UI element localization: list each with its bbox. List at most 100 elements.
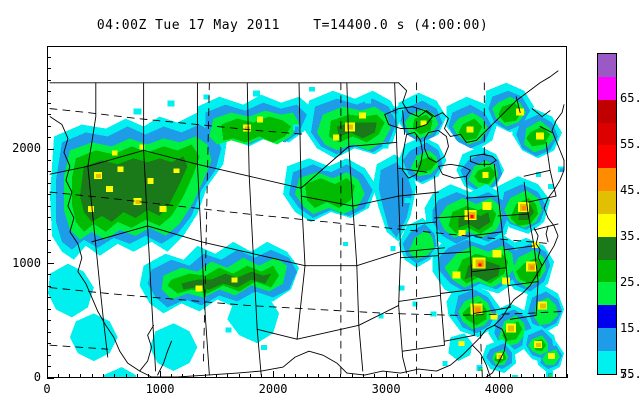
radar-plot-area	[47, 46, 567, 378]
x-minor-tick	[69, 374, 71, 378]
y-major-tick	[47, 377, 54, 379]
x-minor-tick	[249, 374, 251, 378]
x-minor-tick	[351, 374, 353, 378]
x-minor-tick	[306, 374, 308, 378]
x-minor-tick	[543, 374, 545, 378]
y-minor-tick	[47, 205, 51, 207]
colorbar-band	[598, 122, 616, 146]
x-minor-tick	[136, 374, 138, 378]
y-major-tick	[47, 263, 54, 265]
x-major-tick	[385, 371, 387, 378]
y-minor-tick	[47, 274, 51, 276]
map-outlines	[49, 70, 565, 377]
y-minor-tick	[47, 320, 51, 322]
x-minor-tick	[295, 374, 297, 378]
y-minor-tick	[47, 228, 51, 230]
x-minor-tick	[261, 374, 263, 378]
y-minor-tick	[47, 194, 51, 196]
x-minor-tick	[419, 374, 421, 378]
x-minor-tick	[464, 374, 466, 378]
x-major-tick	[272, 371, 274, 378]
colorbar-band	[598, 282, 616, 306]
x-minor-tick	[566, 374, 568, 378]
y-minor-tick	[47, 366, 51, 368]
colorbar	[597, 53, 617, 375]
colorbar-band	[598, 236, 616, 260]
colorbar-band	[598, 168, 616, 192]
colorbar-tick-label: 5.	[620, 367, 635, 381]
y-minor-tick	[47, 308, 51, 310]
colorbar-band	[598, 145, 616, 169]
x-minor-tick	[442, 374, 444, 378]
x-major-tick	[159, 371, 161, 378]
colorbar-band	[598, 213, 616, 237]
x-minor-tick	[148, 374, 150, 378]
y-minor-tick	[47, 217, 51, 219]
colorbar-band	[598, 259, 616, 283]
colorbar-band	[598, 305, 616, 329]
colorbar-tick-label: 65.	[620, 91, 640, 105]
x-minor-tick	[532, 374, 534, 378]
x-minor-tick	[182, 374, 184, 378]
x-minor-tick	[283, 374, 285, 378]
x-minor-tick	[340, 374, 342, 378]
y-minor-tick	[47, 182, 51, 184]
y-tick-label: 1000	[12, 255, 41, 270]
y-minor-tick	[47, 285, 51, 287]
x-minor-tick	[216, 374, 218, 378]
y-minor-tick	[47, 125, 51, 127]
x-minor-tick	[80, 374, 82, 378]
y-minor-tick	[47, 297, 51, 299]
x-minor-tick	[396, 374, 398, 378]
x-minor-tick	[238, 374, 240, 378]
y-minor-tick	[47, 159, 51, 161]
x-minor-tick	[125, 374, 127, 378]
y-tick-label: 2000	[12, 141, 41, 156]
x-tick-label: 0	[43, 382, 51, 396]
x-tick-label: 2000	[258, 382, 288, 396]
x-minor-tick	[476, 374, 478, 378]
x-minor-tick	[193, 374, 195, 378]
colorbar-band	[598, 191, 616, 214]
x-tick-label: 4000	[484, 382, 514, 396]
colorbar-tick-label: 75.	[620, 367, 640, 381]
x-minor-tick	[170, 374, 172, 378]
y-minor-tick	[47, 354, 51, 356]
x-minor-tick	[453, 374, 455, 378]
y-major-tick	[47, 148, 54, 150]
x-major-tick	[498, 371, 500, 378]
colorbar-band	[598, 328, 616, 351]
x-minor-tick	[114, 374, 116, 378]
y-minor-tick	[47, 56, 51, 58]
reflectivity-map	[48, 70, 565, 377]
x-minor-tick	[317, 374, 319, 378]
x-minor-tick	[204, 374, 206, 378]
x-tick-label: 3000	[371, 382, 401, 396]
x-minor-tick	[103, 374, 105, 378]
y-minor-tick	[47, 331, 51, 333]
x-minor-tick	[521, 374, 523, 378]
y-minor-tick	[47, 343, 51, 345]
colorbar-tick-label: 25.	[620, 275, 640, 289]
y-minor-tick	[47, 251, 51, 253]
y-minor-tick	[47, 171, 51, 173]
x-minor-tick	[329, 374, 331, 378]
y-minor-tick	[47, 137, 51, 139]
x-minor-tick	[227, 374, 229, 378]
x-minor-tick	[555, 374, 557, 378]
page-title: 04:00Z Tue 17 May 2011 T=14400.0 s (4:00…	[96, 18, 489, 33]
y-minor-tick	[47, 240, 51, 242]
colorbar-tick-label: 15.	[620, 321, 640, 335]
colorbar-band	[598, 76, 616, 100]
map-canvas	[48, 47, 566, 377]
y-minor-tick	[47, 102, 51, 104]
x-minor-tick	[509, 374, 511, 378]
colorbar-band	[598, 350, 616, 374]
y-minor-tick	[47, 91, 51, 93]
y-minor-tick	[47, 68, 51, 70]
x-minor-tick	[430, 374, 432, 378]
colorbar-band	[598, 54, 616, 77]
x-minor-tick	[374, 374, 376, 378]
x-minor-tick	[57, 374, 59, 378]
x-minor-tick	[363, 374, 365, 378]
